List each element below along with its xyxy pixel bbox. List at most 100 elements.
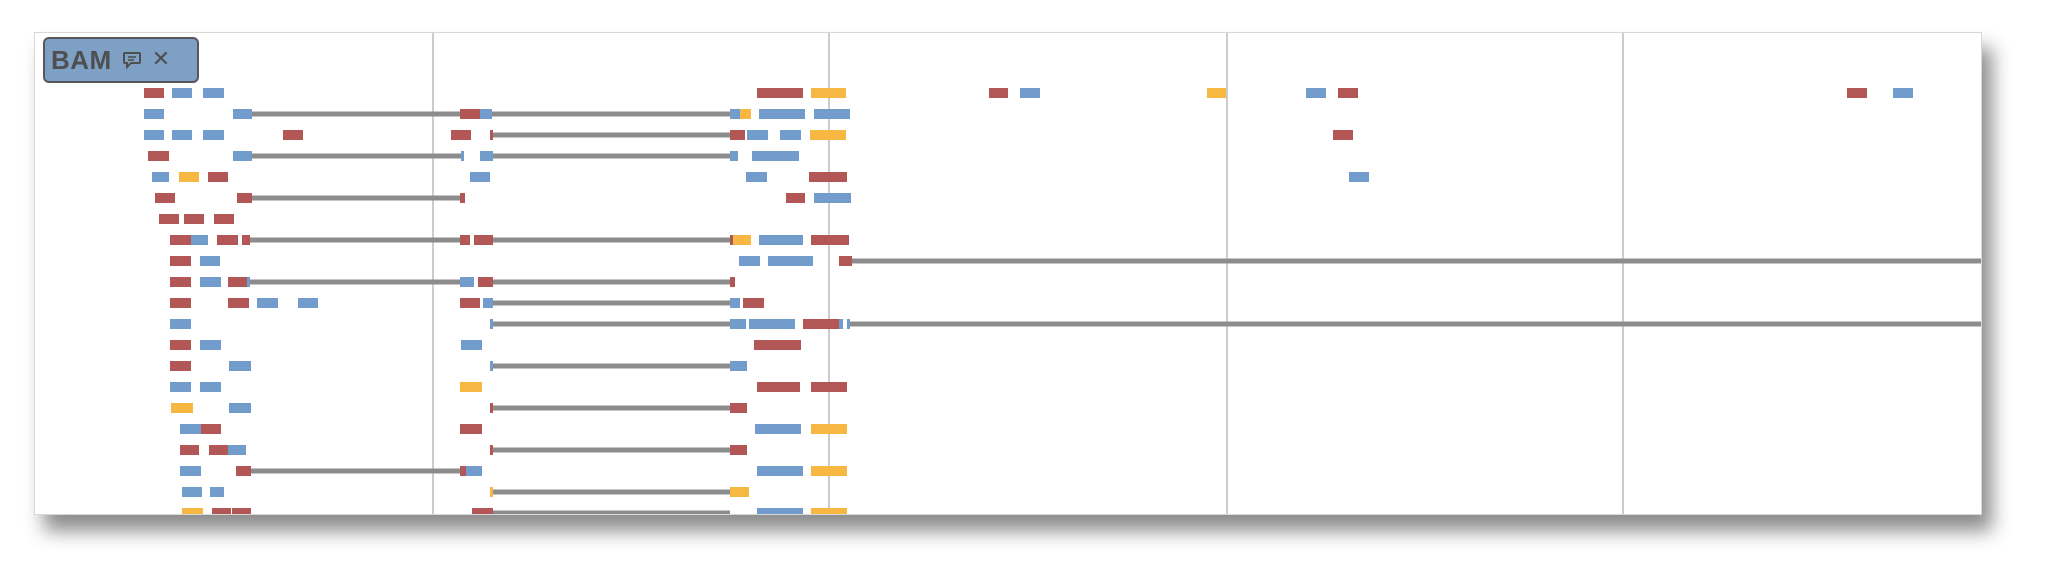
read-segment [203, 88, 224, 98]
read-segment [460, 382, 482, 392]
read-segment [730, 403, 747, 413]
intron-connector [493, 363, 730, 369]
intron-connector [250, 237, 460, 243]
read-segment [809, 172, 847, 182]
read-segment [200, 256, 220, 266]
read-segment [170, 340, 191, 350]
read-segment [730, 151, 738, 161]
read-segment [811, 235, 849, 245]
read-segment [740, 109, 751, 119]
intron-connector [852, 258, 1981, 264]
read-segment [208, 172, 228, 182]
read-segment [180, 466, 201, 476]
read-segment [1847, 88, 1867, 98]
read-segment [460, 466, 466, 476]
read-segment [730, 235, 733, 245]
close-icon[interactable]: ✕ [151, 47, 171, 72]
read-segment [182, 487, 202, 497]
read-segment [170, 361, 191, 371]
intron-connector [493, 279, 730, 285]
intron-connector [850, 321, 1981, 327]
read-segment [298, 298, 318, 308]
read-segment [757, 466, 803, 476]
read-segment [460, 424, 482, 434]
read-segment [746, 172, 767, 182]
track-label[interactable]: BAM ✕ [43, 37, 199, 83]
read-segment [839, 319, 843, 329]
read-segment [490, 361, 493, 371]
read-segment [803, 319, 839, 329]
read-segment [200, 340, 221, 350]
read-segment [460, 298, 480, 308]
read-segment [472, 508, 493, 514]
intron-connector [493, 510, 730, 514]
read-segment [152, 172, 169, 182]
read-segment [182, 508, 203, 514]
track-name: BAM [51, 44, 112, 75]
read-segment [730, 130, 745, 140]
read-segment [490, 487, 493, 497]
read-segment [839, 256, 852, 266]
read-segment [179, 172, 199, 182]
read-segment [460, 109, 480, 119]
read-segment [810, 130, 846, 140]
read-segment [170, 382, 191, 392]
read-segment [757, 88, 803, 98]
read-alignments [144, 33, 1981, 514]
read-segment [237, 193, 252, 203]
read-segment [171, 403, 193, 413]
read-segment [811, 424, 847, 434]
read-segment [754, 340, 801, 350]
read-segment [210, 487, 224, 497]
read-segment [811, 382, 847, 392]
intron-connector [493, 300, 730, 306]
read-segment [730, 487, 749, 497]
read-segment [217, 235, 238, 245]
comment-icon[interactable] [122, 50, 142, 70]
read-segment [170, 235, 191, 245]
read-segment [480, 151, 493, 161]
intron-connector [493, 405, 730, 411]
read-segment [228, 445, 246, 455]
read-segment [214, 214, 234, 224]
read-segment [159, 214, 179, 224]
read-segment [730, 445, 747, 455]
read-segment [780, 130, 801, 140]
read-segment [172, 88, 192, 98]
read-segment [757, 382, 800, 392]
read-segment [743, 298, 764, 308]
read-segment [847, 319, 850, 329]
read-segment [480, 109, 492, 119]
read-segment [490, 130, 493, 140]
read-segment [233, 109, 252, 119]
read-segment [172, 130, 192, 140]
intron-connector [252, 195, 460, 201]
bam-track-panel[interactable]: BAM ✕ [34, 32, 1982, 515]
read-segment [170, 256, 191, 266]
read-segment [811, 466, 847, 476]
read-segment [451, 130, 471, 140]
read-segment [730, 361, 747, 371]
read-segment [1020, 88, 1040, 98]
read-segment [247, 277, 250, 287]
read-segment [170, 319, 191, 329]
read-segment [229, 361, 251, 371]
read-segment [747, 130, 768, 140]
read-segment [1207, 88, 1226, 98]
read-segment [144, 130, 164, 140]
read-segment [749, 319, 795, 329]
read-segment [811, 88, 846, 98]
read-segment [483, 298, 493, 308]
read-segment [461, 340, 482, 350]
read-segment [180, 424, 201, 434]
intron-connector [250, 279, 460, 285]
read-segment [466, 466, 482, 476]
read-segment [989, 88, 1008, 98]
read-segment [733, 235, 751, 245]
intron-connector [492, 111, 730, 117]
read-segment [228, 298, 249, 308]
read-segment [814, 193, 851, 203]
read-segment [144, 88, 164, 98]
read-segment [191, 235, 208, 245]
read-segment [768, 256, 813, 266]
